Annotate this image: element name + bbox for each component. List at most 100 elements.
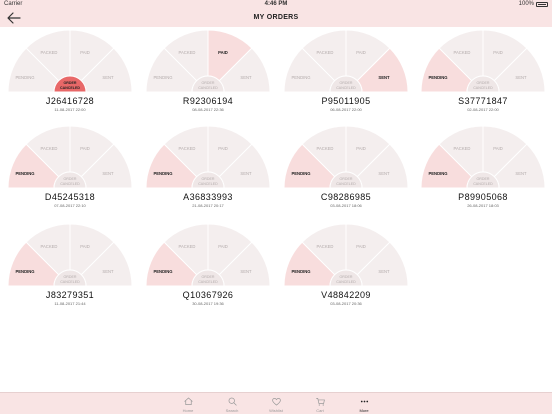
- order-card[interactable]: PENDING PACKED PAID SENT ORDER CANCELED J83279…: [7, 224, 133, 316]
- cancelled-label: CANCELED: [60, 280, 80, 284]
- cancelled-hub: [329, 75, 363, 93]
- order-card[interactable]: PENDING PACKED PAID SENT ORDER CANCELED V48842…: [283, 224, 409, 316]
- tab-label: Search: [225, 408, 239, 413]
- cancelled-label: CANCELED: [336, 182, 356, 186]
- stage-label-pending: PENDING: [15, 75, 34, 80]
- stage-label-paid: PAID: [356, 244, 365, 249]
- order-card[interactable]: PENDING PACKED PAID SENT ORDER CANCELED R92306…: [145, 30, 271, 122]
- tab-bar-divider: [0, 392, 552, 393]
- stage-label-paid: PAID: [493, 50, 502, 55]
- stage-label-sent: SENT: [240, 171, 252, 176]
- cancelled-label: CANCELED: [198, 280, 218, 284]
- order-card[interactable]: PENDING PACKED PAID SENT ORDER CANCELED J26416…: [7, 30, 133, 122]
- navigation-bar: MY ORDERS: [0, 10, 552, 27]
- battery-percentage: 100%: [518, 1, 534, 7]
- status-bar: Carrier 4:46 PM 100%: [0, 0, 552, 10]
- cancelled-label: ORDER: [64, 81, 77, 85]
- cancelled-hub: [53, 269, 87, 287]
- order-card[interactable]: PENDING PACKED PAID SENT ORDER CANCELED A36833…: [145, 126, 271, 218]
- cancelled-label: ORDER: [202, 275, 215, 279]
- tab-search[interactable]: Search: [210, 393, 254, 414]
- tab-wishlist[interactable]: Wishlist: [254, 393, 298, 414]
- cancelled-label: ORDER: [340, 177, 353, 181]
- order-date: 02-08-2017 22:00: [467, 107, 499, 112]
- carrier-label: Carrier: [4, 1, 23, 7]
- order-number: P95011905: [321, 96, 371, 106]
- stage-label-paid: PAID: [218, 146, 227, 151]
- tab-cart[interactable]: Cart: [298, 393, 342, 414]
- order-card[interactable]: PENDING PACKED PAID SENT ORDER CANCELED P89905…: [420, 126, 546, 218]
- cancelled-label: CANCELED: [60, 86, 80, 90]
- stage-label-pending: PENDING: [15, 269, 34, 274]
- stage-label-pending: PENDING: [153, 269, 172, 274]
- cancelled-label: CANCELED: [336, 86, 356, 90]
- stage-label-pending: PENDING: [291, 269, 310, 274]
- cancelled-label: ORDER: [477, 81, 490, 85]
- stage-label-packed: PACKED: [179, 50, 196, 55]
- cancelled-label: ORDER: [64, 275, 77, 279]
- clock: 4:46 PM: [264, 1, 288, 7]
- order-card[interactable]: PENDING PACKED PAID SENT ORDER CANCELED D45245…: [7, 126, 133, 218]
- stage-label-pending: PENDING: [153, 171, 172, 176]
- cancelled-label: ORDER: [340, 275, 353, 279]
- stage-label-pending: PENDING: [428, 171, 447, 176]
- tab-label: Cart: [316, 408, 324, 413]
- heart-icon: [271, 398, 281, 406]
- stage-label-sent: SENT: [240, 269, 252, 274]
- order-number: D45245318: [44, 192, 96, 202]
- page-title: MY ORDERS: [253, 14, 299, 21]
- stage-label-paid: PAID: [80, 244, 89, 249]
- order-card[interactable]: PENDING PACKED PAID SENT ORDER CANCELED S37771…: [420, 30, 546, 122]
- tab-label: Wishlist: [269, 408, 283, 413]
- order-card[interactable]: PENDING PACKED PAID SENT ORDER CANCELED P95011…: [283, 30, 409, 122]
- stage-label-sent: SENT: [378, 75, 390, 80]
- order-date: 08-08-2017 22:36: [192, 107, 224, 112]
- back-button[interactable]: [6, 11, 22, 25]
- stage-label-packed: PACKED: [454, 50, 471, 55]
- order-card[interactable]: PENDING PACKED PAID SENT ORDER CANCELED Q10367…: [145, 224, 271, 316]
- order-date: 03-08-2017 20:36: [330, 301, 362, 306]
- order-number: J83279351: [45, 290, 95, 300]
- stage-label-sent: SENT: [515, 171, 527, 176]
- stage-label-paid: PAID: [356, 146, 365, 151]
- cancelled-hub: [329, 269, 363, 287]
- stage-label-sent: SENT: [240, 75, 252, 80]
- stage-label-paid: PAID: [80, 50, 89, 55]
- stage-label-packed: PACKED: [454, 146, 471, 151]
- cancelled-label: CANCELED: [336, 280, 356, 284]
- stage-label-packed: PACKED: [317, 146, 334, 151]
- stage-label-pending: PENDING: [153, 75, 172, 80]
- stage-label-packed: PACKED: [41, 146, 58, 151]
- more-icon: [360, 400, 368, 403]
- cancelled-label: CANCELED: [198, 182, 218, 186]
- cancelled-hub: [191, 75, 225, 93]
- stage-label-sent: SENT: [102, 171, 114, 176]
- tab-home[interactable]: Home: [166, 393, 210, 414]
- order-number: J26416728: [45, 96, 95, 106]
- stage-label-sent: SENT: [102, 269, 114, 274]
- stage-label-sent: SENT: [515, 75, 527, 80]
- order-number: V48842209: [321, 290, 371, 300]
- stage-label-packed: PACKED: [41, 244, 58, 249]
- stage-label-packed: PACKED: [179, 244, 196, 249]
- stage-label-packed: PACKED: [317, 50, 334, 55]
- cancelled-hub: [466, 75, 500, 93]
- stage-label-packed: PACKED: [41, 50, 58, 55]
- stage-label-paid: PAID: [80, 146, 89, 151]
- order-card[interactable]: PENDING PACKED PAID SENT ORDER CANCELED C98286…: [283, 126, 409, 218]
- stage-label-pending: PENDING: [291, 75, 310, 80]
- tab-more[interactable]: More: [342, 393, 386, 414]
- cancelled-hub: [53, 171, 87, 189]
- order-date: 03-08-2017 18:06: [330, 203, 362, 208]
- stage-label-paid: PAID: [356, 50, 365, 55]
- cancelled-label: ORDER: [340, 81, 353, 85]
- cancelled-label: ORDER: [477, 177, 490, 181]
- order-date: 21-08-2017 20:17: [192, 203, 224, 208]
